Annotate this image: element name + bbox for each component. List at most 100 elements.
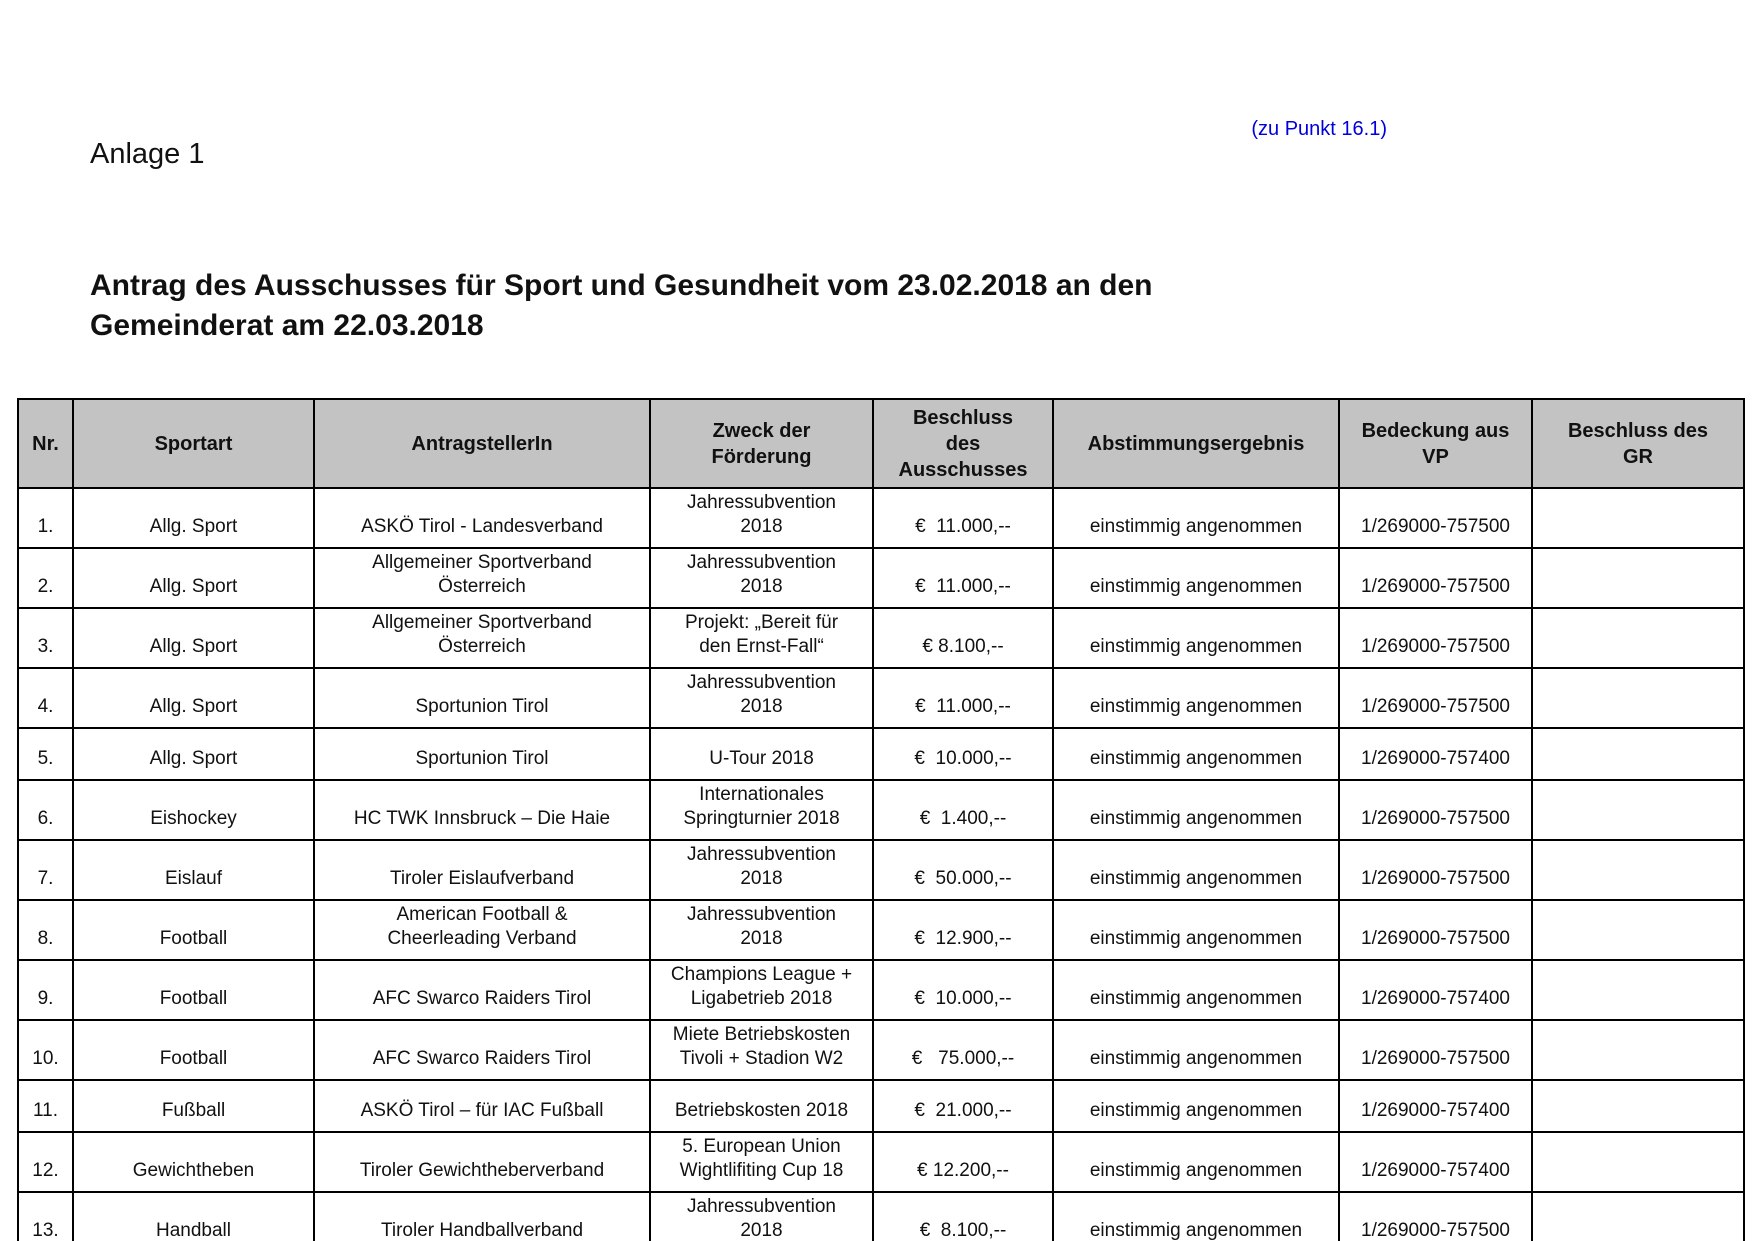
cell-nr: 1. [17, 487, 74, 549]
cell-bedeckung-vp: 1/269000-757500 [1338, 487, 1533, 549]
col-header-beschluss-ausschuss: Beschluss des Ausschusses [872, 398, 1054, 489]
cell-abstimmungsergebnis: einstimmig angenommen [1052, 727, 1340, 781]
cell-antragstellerin: Sportunion Tirol [313, 667, 651, 729]
cell-sportart: Football [72, 959, 315, 1021]
cell-beschluss-gr [1531, 899, 1745, 961]
cell-sportart: Fußball [72, 1079, 315, 1133]
cell-nr: 3. [17, 607, 74, 669]
cell-abstimmungsergebnis: einstimmig angenommen [1052, 1079, 1340, 1133]
cell-sportart: Eishockey [72, 779, 315, 841]
cell-beschluss-gr [1531, 839, 1745, 901]
cell-abstimmungsergebnis: einstimmig angenommen [1052, 1191, 1340, 1241]
cell-antragstellerin: Sportunion Tirol [313, 727, 651, 781]
cell-beschluss-gr [1531, 1191, 1745, 1241]
col-header-zweck: Zweck der Förderung [649, 398, 874, 489]
cell-zweck: Jahressubvention 2018 [649, 899, 874, 961]
cell-sportart: Allg. Sport [72, 607, 315, 669]
cell-sportart: Football [72, 899, 315, 961]
cell-zweck: Betriebskosten 2018 [649, 1079, 874, 1133]
col-header-antragstellerin: AntragstellerIn [313, 398, 651, 489]
cell-beschluss-gr [1531, 607, 1745, 669]
cell-abstimmungsergebnis: einstimmig angenommen [1052, 487, 1340, 549]
cell-antragstellerin: Allgemeiner Sportverband Österreich [313, 547, 651, 609]
cell-antragstellerin: AFC Swarco Raiders Tirol [313, 959, 651, 1021]
cell-zweck: Jahressubvention 2018 [649, 547, 874, 609]
document-title: Antrag des Ausschusses für Sport und Ges… [90, 269, 1153, 342]
cell-beschluss-ausschuss: € 8.100,-- [872, 607, 1054, 669]
cell-zweck: Champions League + Ligabetrieb 2018 [649, 959, 874, 1021]
cell-bedeckung-vp: 1/269000-757500 [1338, 1191, 1533, 1241]
cell-beschluss-ausschuss: € 10.000,-- [872, 727, 1054, 781]
cell-bedeckung-vp: 1/269000-757500 [1338, 839, 1533, 901]
cell-nr: 8. [17, 899, 74, 961]
cell-beschluss-gr [1531, 1131, 1745, 1193]
cell-nr: 4. [17, 667, 74, 729]
cell-zweck: Internationales Springturnier 2018 [649, 779, 874, 841]
cell-bedeckung-vp: 1/269000-757400 [1338, 959, 1533, 1021]
table-row: 11. Fußball ASKÖ Tirol – für IAC Fußball… [17, 1079, 1745, 1133]
cell-zweck: Miete Betriebskosten Tivoli + Stadion W2 [649, 1019, 874, 1081]
cell-bedeckung-vp: 1/269000-757500 [1338, 547, 1533, 609]
cell-bedeckung-vp: 1/269000-757400 [1338, 727, 1533, 781]
cell-antragstellerin: HC TWK Innsbruck – Die Haie [313, 779, 651, 841]
cell-beschluss-ausschuss: € 11.000,-- [872, 667, 1054, 729]
cell-zweck: Projekt: „Bereit für den Ernst-Fall“ [649, 607, 874, 669]
cell-sportart: Football [72, 1019, 315, 1081]
cell-bedeckung-vp: 1/269000-757500 [1338, 1019, 1533, 1081]
cell-beschluss-ausschuss: € 75.000,-- [872, 1019, 1054, 1081]
cell-nr: 2. [17, 547, 74, 609]
table-row: 10. Football AFC Swarco Raiders Tirol Mi… [17, 1019, 1745, 1081]
cell-beschluss-ausschuss: € 8.100,-- [872, 1191, 1054, 1241]
cell-antragstellerin: AFC Swarco Raiders Tirol [313, 1019, 651, 1081]
cell-bedeckung-vp: 1/269000-757500 [1338, 899, 1533, 961]
cell-beschluss-gr [1531, 487, 1745, 549]
cell-antragstellerin: ASKÖ Tirol - Landesverband [313, 487, 651, 549]
table-row: 7. Eislauf Tiroler Eislaufverband Jahres… [17, 839, 1745, 901]
col-header-bedeckung-vp: Bedeckung aus VP [1338, 398, 1533, 489]
cell-beschluss-ausschuss: € 50.000,-- [872, 839, 1054, 901]
cell-sportart: Eislauf [72, 839, 315, 901]
table-header: Nr. Sportart AntragstellerIn Zweck der F… [17, 398, 1745, 489]
header-row: Nr. Sportart AntragstellerIn Zweck der F… [17, 398, 1745, 489]
cell-zweck: Jahressubvention 2018 [649, 487, 874, 549]
table-row: 4. Allg. Sport Sportunion Tirol Jahressu… [17, 667, 1745, 729]
table-row: 9. Football AFC Swarco Raiders Tirol Cha… [17, 959, 1745, 1021]
table-row: 2. Allg. Sport Allgemeiner Sportverband … [17, 547, 1745, 609]
cell-antragstellerin: Tiroler Eislaufverband [313, 839, 651, 901]
cell-nr: 9. [17, 959, 74, 1021]
cell-abstimmungsergebnis: einstimmig angenommen [1052, 1131, 1340, 1193]
table-row: 8. Football American Football & Cheerlea… [17, 899, 1745, 961]
cell-beschluss-gr [1531, 1019, 1745, 1081]
cell-beschluss-gr [1531, 547, 1745, 609]
cell-beschluss-gr [1531, 959, 1745, 1021]
cell-antragstellerin: Tiroler Handballverband [313, 1191, 651, 1241]
cell-sportart: Gewichtheben [72, 1131, 315, 1193]
grants-table: Nr. Sportart AntragstellerIn Zweck der F… [17, 398, 1745, 1241]
table-row: 5. Allg. Sport Sportunion Tirol U-Tour 2… [17, 727, 1745, 781]
cell-nr: 11. [17, 1079, 74, 1133]
cell-zweck: Jahressubvention 2018 [649, 1191, 874, 1241]
cell-sportart: Handball [72, 1191, 315, 1241]
table-row: 12. Gewichtheben Tiroler Gewichtheberver… [17, 1131, 1745, 1193]
cell-bedeckung-vp: 1/269000-757500 [1338, 607, 1533, 669]
cell-bedeckung-vp: 1/269000-757400 [1338, 1131, 1533, 1193]
agenda-point-reference-link[interactable]: (zu Punkt 16.1) [1251, 118, 1387, 140]
cell-antragstellerin: ASKÖ Tirol – für IAC Fußball [313, 1079, 651, 1133]
cell-beschluss-gr [1531, 1079, 1745, 1133]
cell-beschluss-ausschuss: € 1.400,-- [872, 779, 1054, 841]
cell-beschluss-gr [1531, 667, 1745, 729]
cell-beschluss-gr [1531, 779, 1745, 841]
cell-bedeckung-vp: 1/269000-757400 [1338, 1079, 1533, 1133]
cell-zweck: 5. European Union Wightlifiting Cup 18 [649, 1131, 874, 1193]
cell-sportart: Allg. Sport [72, 547, 315, 609]
cell-abstimmungsergebnis: einstimmig angenommen [1052, 959, 1340, 1021]
cell-zweck: Jahressubvention 2018 [649, 839, 874, 901]
cell-sportart: Allg. Sport [72, 667, 315, 729]
cell-beschluss-ausschuss: € 12.200,-- [872, 1131, 1054, 1193]
cell-abstimmungsergebnis: einstimmig angenommen [1052, 667, 1340, 729]
cell-abstimmungsergebnis: einstimmig angenommen [1052, 1019, 1340, 1081]
cell-antragstellerin: Allgemeiner Sportverband Österreich [313, 607, 651, 669]
cell-beschluss-ausschuss: € 11.000,-- [872, 547, 1054, 609]
cell-nr: 5. [17, 727, 74, 781]
cell-beschluss-ausschuss: € 12.900,-- [872, 899, 1054, 961]
